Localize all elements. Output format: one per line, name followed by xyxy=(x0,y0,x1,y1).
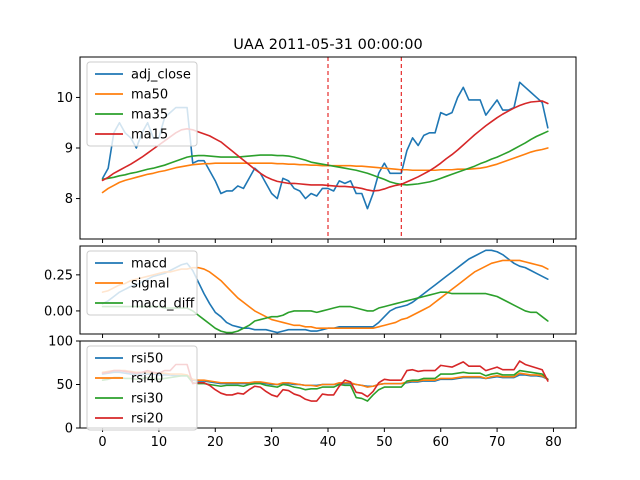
legend-label-ma35: ma35 xyxy=(131,108,168,123)
legend-label-macd_diff: macd_diff xyxy=(131,297,195,312)
x-tick-label: 0 xyxy=(98,435,106,450)
legend-label-macd: macd xyxy=(131,257,167,272)
x-tick-label: 50 xyxy=(376,435,393,450)
x-tick-label: 60 xyxy=(432,435,449,450)
legend-label-rsi30: rsi30 xyxy=(131,392,163,407)
legend-label-rsi50: rsi50 xyxy=(131,352,163,367)
y-tick-label: 9 xyxy=(65,142,73,157)
x-tick-label: 80 xyxy=(545,435,562,450)
y-tick-label: 0 xyxy=(65,422,73,437)
y-tick-label: 0.25 xyxy=(44,268,73,283)
x-tick-label: 70 xyxy=(489,435,506,450)
y-tick-label: 100 xyxy=(48,335,73,350)
panel-price: 8 9 10 adj_close ma50 ma35 ma15 xyxy=(56,56,577,243)
y-tick-label: 50 xyxy=(56,378,73,393)
x-tick-label: 10 xyxy=(151,435,168,450)
legend: adj_close ma50 ma35 ma15 xyxy=(86,61,198,147)
legend: rsi50 rsi40 rsi30 rsi20 xyxy=(86,345,198,431)
legend-label-adj_close: adj_close xyxy=(131,68,191,83)
x-tick-label: 40 xyxy=(320,435,337,450)
legend-label-ma15: ma15 xyxy=(131,128,168,143)
legend: macd signal macd_diff xyxy=(86,250,198,316)
y-tick-label: 10 xyxy=(56,91,73,106)
legend-box xyxy=(86,61,198,147)
x-tick-label: 30 xyxy=(263,435,280,450)
legend-label-rsi20: rsi20 xyxy=(131,412,163,427)
axes-frame xyxy=(79,56,577,240)
panel-macd: 0.25 0.00 macd signal macd_diff xyxy=(44,245,577,338)
axes-frame xyxy=(79,245,577,335)
chart-title: UAA 2011-05-31 00:00:00 xyxy=(233,37,422,53)
series-line-ma35 xyxy=(101,130,549,186)
legend-box xyxy=(86,345,198,431)
y-tick-label: 0.00 xyxy=(44,304,73,319)
axes-frame xyxy=(79,340,577,429)
chart-panels: 8 9 10 adj_close ma50 ma35 ma15 0.25 0.00 macd sig… xyxy=(44,56,577,450)
x-tick-label: 20 xyxy=(207,435,224,450)
legend-label-signal: signal xyxy=(131,277,169,292)
legend-label-ma50: ma50 xyxy=(131,88,168,103)
legend-box xyxy=(86,250,198,316)
legend-label-rsi40: rsi40 xyxy=(131,372,163,387)
series-line-ma50 xyxy=(101,147,549,194)
y-tick-label: 8 xyxy=(65,192,73,207)
